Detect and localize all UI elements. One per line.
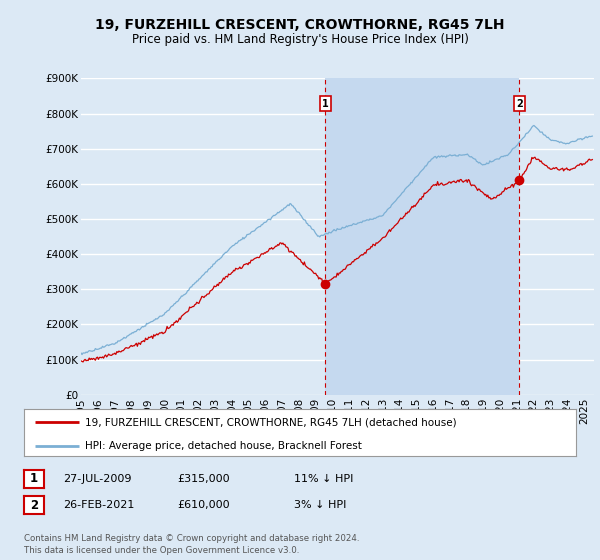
Text: 1: 1 <box>30 472 38 486</box>
Text: 3% ↓ HPI: 3% ↓ HPI <box>294 500 346 510</box>
Text: 2: 2 <box>516 99 523 109</box>
Text: 11% ↓ HPI: 11% ↓ HPI <box>294 474 353 484</box>
Text: HPI: Average price, detached house, Bracknell Forest: HPI: Average price, detached house, Brac… <box>85 441 362 451</box>
Text: 19, FURZEHILL CRESCENT, CROWTHORNE, RG45 7LH (detached house): 19, FURZEHILL CRESCENT, CROWTHORNE, RG45… <box>85 417 457 427</box>
Text: 19, FURZEHILL CRESCENT, CROWTHORNE, RG45 7LH: 19, FURZEHILL CRESCENT, CROWTHORNE, RG45… <box>95 18 505 32</box>
Text: 27-JUL-2009: 27-JUL-2009 <box>63 474 131 484</box>
Text: £610,000: £610,000 <box>177 500 230 510</box>
Text: 2: 2 <box>30 498 38 512</box>
Text: £315,000: £315,000 <box>177 474 230 484</box>
Text: Price paid vs. HM Land Registry's House Price Index (HPI): Price paid vs. HM Land Registry's House … <box>131 32 469 46</box>
Text: 26-FEB-2021: 26-FEB-2021 <box>63 500 134 510</box>
Text: 1: 1 <box>322 99 329 109</box>
Bar <box>325 78 520 395</box>
Text: Contains HM Land Registry data © Crown copyright and database right 2024.
This d: Contains HM Land Registry data © Crown c… <box>24 534 359 555</box>
